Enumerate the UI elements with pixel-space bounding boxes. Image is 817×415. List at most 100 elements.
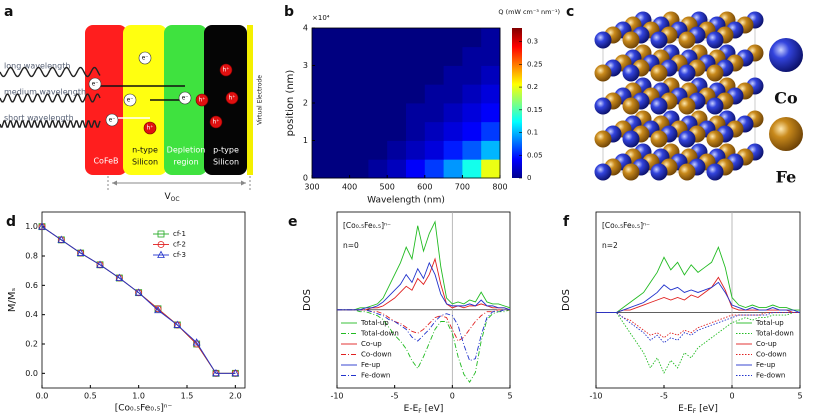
heat-cell <box>443 159 463 179</box>
series-line <box>41 226 236 374</box>
heat-cell <box>312 159 332 179</box>
heat-cell <box>481 140 501 160</box>
marker <box>157 241 165 248</box>
heat-cell <box>443 121 463 141</box>
x-tick-label: 0.5 <box>84 392 97 401</box>
heat-cell <box>349 159 369 179</box>
x-axis-label: [Co₀.₅Fe₀.₅]ⁿ⁻ <box>115 404 173 414</box>
heat-cell <box>349 103 369 123</box>
series-line <box>337 220 511 311</box>
heat-cell <box>349 28 369 48</box>
heat-cell <box>481 159 501 179</box>
annotation: [Co₀.₅Fe₀.₅]ⁿ⁻ <box>343 221 391 230</box>
heat-cell <box>406 121 426 141</box>
legend-label: Total-down <box>360 330 399 338</box>
panel-label: f <box>563 214 570 230</box>
series-line <box>337 309 511 383</box>
colorbar-tick-label: 0.25 <box>527 60 543 68</box>
heat-cell <box>349 84 369 104</box>
hole <box>143 121 157 135</box>
heat-cell <box>330 46 350 66</box>
x-tick-label: 300 <box>304 183 319 192</box>
y-tick-label: 0.0 <box>25 369 38 378</box>
marker <box>157 230 165 238</box>
heat-cell <box>387 140 407 160</box>
colorbar-tick-label: 0.1 <box>527 129 538 137</box>
heat-cell <box>424 84 444 104</box>
y-tick-label: 1.0 <box>25 222 38 231</box>
heat-cell <box>443 65 463 85</box>
hole <box>225 91 239 105</box>
y-tick-label: 0.4 <box>25 310 38 319</box>
layer-n-si <box>123 25 167 175</box>
x-tick-label: -10 <box>589 392 602 401</box>
heat-cell <box>368 121 388 141</box>
atom <box>594 97 612 115</box>
electron-label: e⁻ <box>109 117 116 124</box>
atom <box>650 97 668 115</box>
heat-cell <box>312 121 332 141</box>
heat-cell <box>349 65 369 85</box>
atom <box>678 31 696 49</box>
x-tick-label: 1.0 <box>132 392 145 401</box>
x-tick-label: 5 <box>797 392 802 401</box>
heat-cell <box>424 121 444 141</box>
atom <box>594 130 612 148</box>
series-line <box>596 276 800 314</box>
marker <box>96 260 104 268</box>
y-axis-label: DOS <box>561 289 572 311</box>
atom <box>594 31 612 49</box>
hole-label: h⁺ <box>213 119 220 126</box>
heat-cell <box>387 103 407 123</box>
y-tick-label: 0.2 <box>25 340 38 349</box>
colorbar-tick-label: 0.3 <box>527 38 538 46</box>
heat-cell <box>368 103 388 123</box>
legend-label: Fe-down <box>361 372 390 380</box>
heat-cell <box>481 28 501 48</box>
atom <box>678 64 696 82</box>
heat-cell <box>406 103 426 123</box>
light-wave <box>0 66 101 78</box>
heat-cell <box>481 65 501 85</box>
atom <box>622 163 640 181</box>
legend-label: Co-up <box>361 340 382 348</box>
x-axis-label-part: F <box>418 408 422 415</box>
heat-cell <box>481 103 501 123</box>
colorbar-tick-label: 0 <box>527 174 531 182</box>
legend-label: cf-3 <box>173 251 186 259</box>
annotation: [Co₀.₅Fe₀.₅]ⁿ⁻ <box>602 221 650 230</box>
layer-p-si <box>204 25 247 175</box>
electron-label: e⁻ <box>92 81 99 88</box>
heat-cell <box>312 46 332 66</box>
x-tick-label: 600 <box>417 183 432 192</box>
heat-cell <box>462 121 482 141</box>
legend-label: Total-down <box>755 330 794 338</box>
heat-cell <box>368 84 388 104</box>
atom <box>650 31 668 49</box>
hole-label: h⁺ <box>199 97 206 104</box>
colorbar-label: Q (mW cm⁻³ nm⁻¹) <box>498 8 560 16</box>
legend-label: Total-up <box>360 319 389 327</box>
electron <box>88 77 102 91</box>
heat-cell <box>443 46 463 66</box>
heat-cell <box>424 65 444 85</box>
layer-label: Depletion <box>167 146 206 155</box>
marker <box>57 235 66 243</box>
heat-cell <box>462 46 482 66</box>
hole-label: h⁺ <box>223 67 230 74</box>
hole-label: h⁺ <box>229 95 236 102</box>
series-line <box>596 312 800 339</box>
legend-label: Fe <box>776 168 797 187</box>
layer-cofeb <box>85 25 127 175</box>
x-tick-label: 0 <box>450 392 455 401</box>
hole <box>209 115 223 129</box>
series-line <box>596 281 801 314</box>
legend-label: Fe-up <box>756 361 776 369</box>
plot-frame <box>595 211 801 389</box>
heat-cell <box>368 65 388 85</box>
heat-cell <box>312 65 332 85</box>
heat-cell <box>368 28 388 48</box>
marker <box>115 273 124 281</box>
y-axis-label: DOS <box>302 289 313 311</box>
electrode-label: Virtual Electrode <box>257 75 264 125</box>
